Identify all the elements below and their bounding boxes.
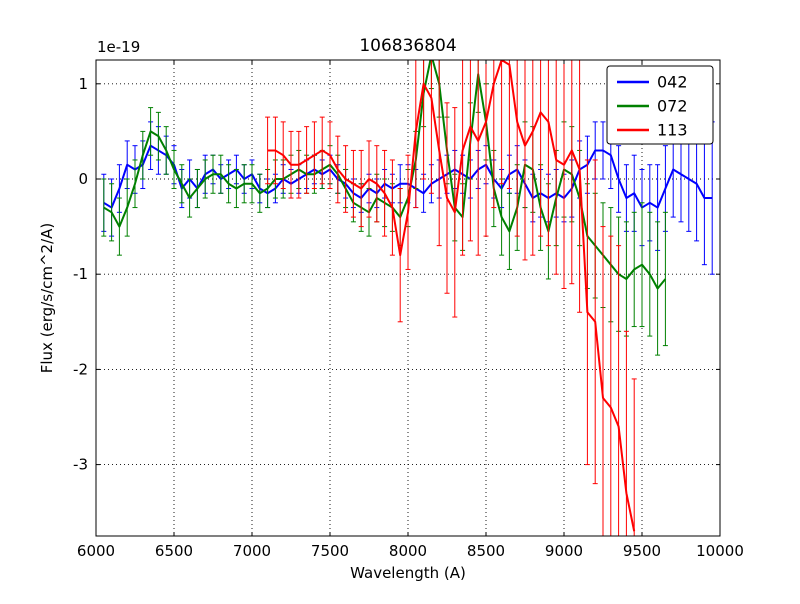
- y-offset-label: 1e-19: [97, 38, 140, 56]
- x-tick-label: 6000: [77, 542, 115, 560]
- legend-box: [606, 65, 714, 145]
- x-tick-label: 9500: [623, 542, 661, 560]
- x-axis-label: Wavelength (A): [350, 564, 466, 582]
- line-113: [267, 60, 636, 532]
- legend-label-042: 042: [657, 73, 688, 92]
- legend-label-113: 113: [657, 121, 688, 140]
- x-tick-label: 7500: [311, 542, 349, 560]
- series-layer: [101, 60, 715, 536]
- plot-title: 106836804: [359, 36, 456, 56]
- tick-labels: 6000 6500 7000 7500 8000 8500 9000 9500 10000 1 0 -…: [73, 75, 744, 560]
- y-tick-label: -2: [73, 360, 88, 378]
- errorbars-113: [265, 60, 637, 536]
- legend: 042 072 113: [606, 65, 714, 145]
- x-tick-label: 8000: [389, 542, 427, 560]
- axis-ticks: [95, 60, 721, 536]
- series-113: [265, 60, 637, 536]
- x-tick-label: 8500: [467, 542, 505, 560]
- x-tick-label: 7000: [233, 542, 271, 560]
- y-tick-label: 1: [78, 75, 88, 93]
- y-tick-label: 0: [78, 170, 88, 188]
- x-tick-label: 9000: [545, 542, 583, 560]
- y-tick-label: -1: [73, 265, 88, 283]
- y-tick-label: -3: [73, 456, 88, 474]
- x-tick-label: 10000: [696, 542, 744, 560]
- legend-label-072: 072: [657, 97, 688, 116]
- y-axis-label: Flux (erg/s/cm^2/A): [38, 223, 56, 374]
- x-tick-label: 6500: [155, 542, 193, 560]
